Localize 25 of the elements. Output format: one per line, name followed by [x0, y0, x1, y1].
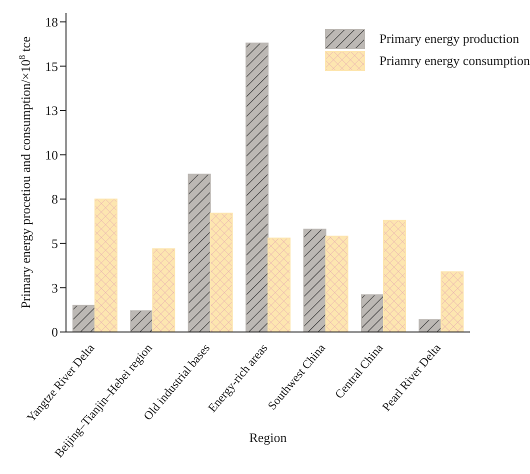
bar [188, 174, 211, 332]
x-axis-title: Region [249, 430, 288, 445]
bar [382, 220, 406, 332]
bar [418, 319, 442, 332]
bar [440, 271, 464, 332]
bar [72, 304, 96, 332]
y-tick-label: 5 [52, 236, 58, 252]
bar [152, 248, 176, 332]
y-tick-label: 15 [45, 58, 58, 74]
bar [268, 238, 291, 332]
bar [130, 310, 154, 332]
y-tick-label: 10 [45, 147, 58, 162]
bar [325, 236, 348, 332]
legend-label: Primary energy production [379, 30, 520, 48]
y-tick-label: 18 [45, 14, 58, 30]
bar [210, 212, 233, 332]
bar [360, 294, 384, 332]
bar [94, 198, 118, 332]
y-tick-label: 8 [52, 192, 58, 207]
legend-label: Priamry energy consumption [379, 52, 530, 70]
y-tick-label: 0 [52, 324, 58, 340]
bar [303, 228, 326, 332]
y-tick-label: 3 [52, 280, 58, 296]
bar [246, 42, 269, 332]
y-tick-label: 13 [45, 103, 58, 118]
